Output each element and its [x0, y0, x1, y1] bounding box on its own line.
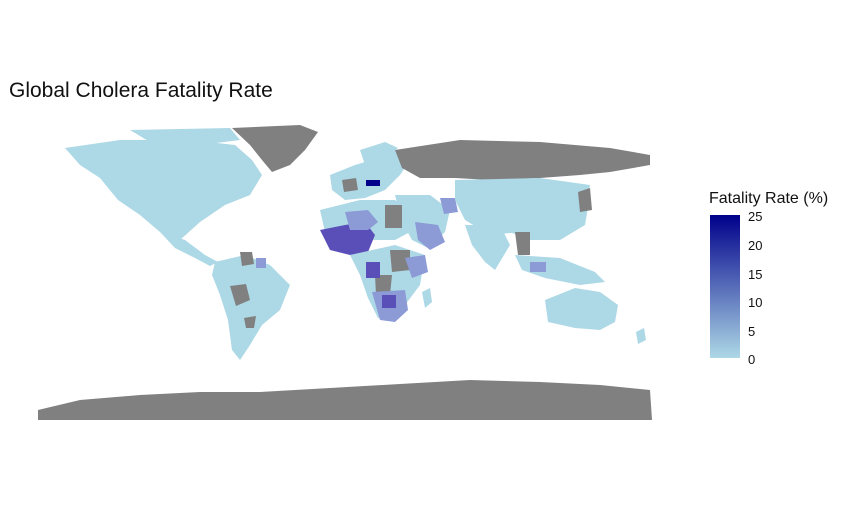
legend-tick-20: 20	[748, 238, 763, 253]
region-west-africa	[345, 210, 378, 230]
region-antarctica	[38, 380, 652, 420]
region-new-zealand	[636, 328, 646, 344]
region-russia	[395, 140, 650, 180]
region-australia	[545, 288, 618, 330]
region-china	[500, 182, 590, 240]
region-se-asia-nodata	[515, 232, 530, 255]
region-sa-nodata-1	[230, 284, 250, 306]
legend-title: Fatality Rate (%)	[709, 190, 829, 207]
legend-tick-0: 0	[748, 352, 756, 367]
region-indonesia-mid	[530, 262, 546, 272]
region-ukraine-max	[366, 180, 380, 186]
region-madagascar	[422, 288, 432, 308]
region-africa-nodata-1	[390, 250, 410, 272]
region-east-africa	[405, 255, 428, 278]
map-title: Global Cholera Fatality Rate	[9, 79, 273, 102]
region-north-america	[65, 140, 262, 240]
region-guianas	[256, 258, 266, 268]
region-southeast-asia	[515, 255, 605, 285]
region-iran	[440, 198, 458, 214]
region-zimbabwe-high	[382, 295, 396, 308]
region-sa-nodata-2	[240, 252, 254, 266]
legend-color-bar	[710, 215, 740, 358]
region-egypt-nodata	[385, 205, 402, 228]
legend-tick-5: 5	[748, 324, 756, 339]
region-india	[465, 225, 510, 270]
region-korea-japan-nodata	[578, 188, 592, 212]
region-africa-nodata-2	[375, 275, 392, 295]
legend-tick-10: 10	[748, 295, 763, 310]
region-arabia	[415, 222, 445, 250]
region-greenland	[232, 125, 318, 172]
region-central-america	[160, 232, 218, 266]
region-sahel	[320, 222, 375, 255]
region-south-america	[212, 255, 290, 360]
legend-tick-25: 25	[748, 209, 763, 224]
legend-tick-15: 15	[748, 267, 763, 282]
region-scandinavia	[360, 142, 398, 165]
region-congo-high	[366, 262, 380, 278]
region-eastern-europe-nodata	[342, 178, 358, 192]
region-sa-nodata-3	[244, 316, 256, 328]
